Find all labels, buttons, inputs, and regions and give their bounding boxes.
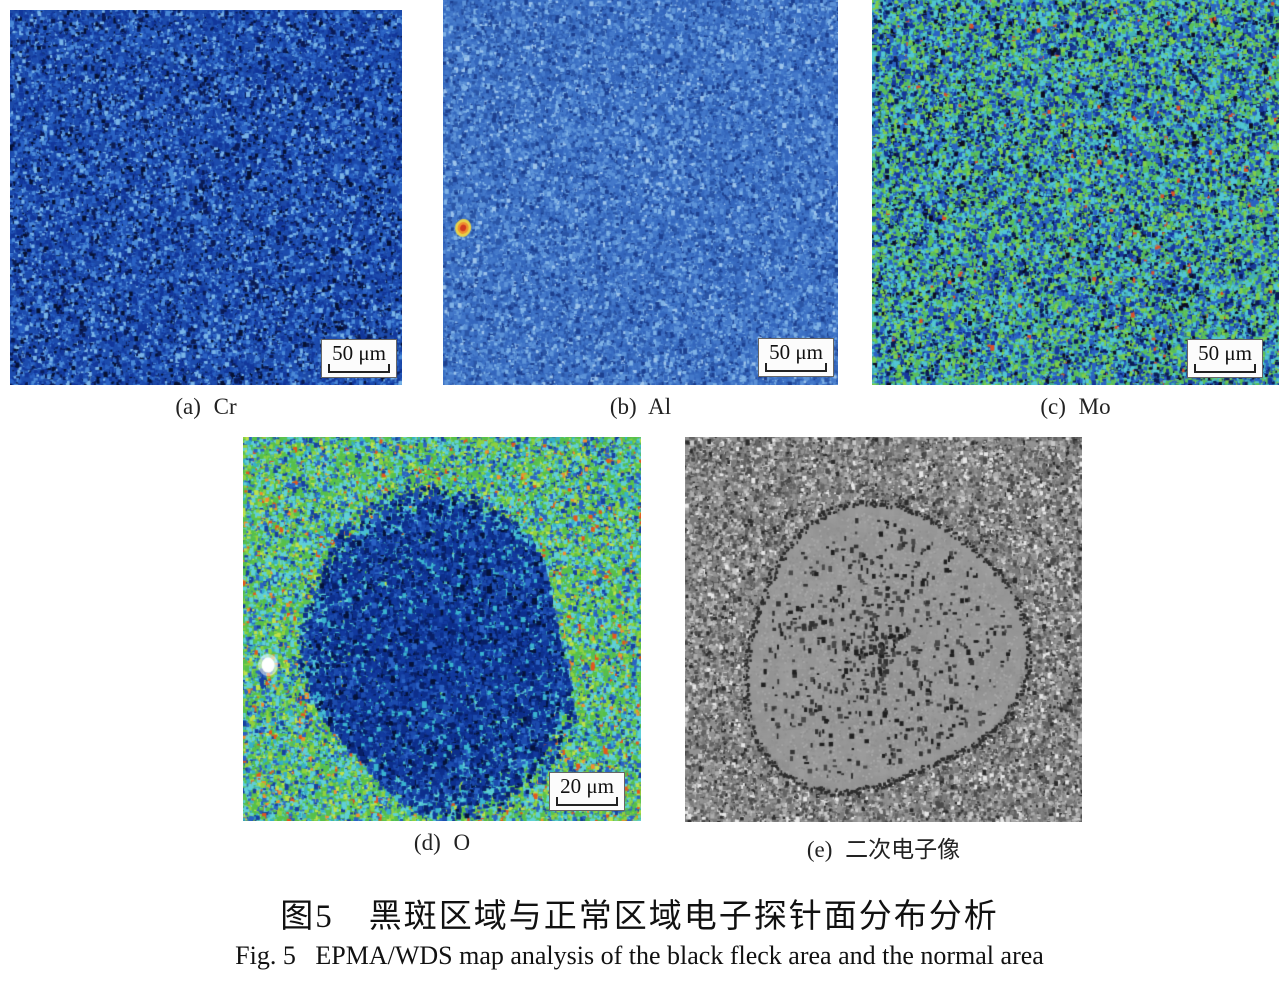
o-map-image: [243, 437, 641, 821]
mo-map-image: [872, 0, 1279, 385]
al-map-image: [443, 0, 838, 385]
scale-bar-b: 50 μm: [758, 337, 834, 377]
scale-bar-c: 50 μm: [1187, 338, 1263, 378]
figure-caption-english: Fig. 5 EPMA/WDS map analysis of the blac…: [235, 941, 1044, 970]
scale-bar-label-d: 20 μm: [560, 773, 614, 798]
panel-cr-map: 50 μm: [10, 10, 402, 385]
panel-o-map: 20 μm: [243, 437, 641, 821]
se-image: [685, 437, 1082, 822]
scale-bar-line-b: [765, 363, 827, 372]
panel-caption-d: (d) O: [413, 830, 471, 855]
panel-al-map: 50 μm: [443, 0, 838, 385]
cr-map-image: [10, 10, 402, 385]
scale-bar-line-c: [1194, 364, 1256, 373]
scale-bar-d: 20 μm: [549, 771, 625, 811]
scale-bar-line-a: [328, 364, 390, 373]
scale-bar-label-c: 50 μm: [1198, 340, 1252, 365]
scale-bar-a: 50 μm: [321, 338, 397, 378]
scale-bar-label-b: 50 μm: [769, 339, 823, 364]
panel-mo-map: 50 μm: [872, 0, 1279, 385]
panel-se-image: [685, 437, 1082, 822]
panel-caption-b: (b) Al: [609, 394, 672, 419]
panel-caption-c: (c) Mo: [1040, 394, 1111, 419]
figure-caption-chinese: 图5 黑斑区域与正常区域电子探针面分布分析: [280, 899, 999, 935]
panel-caption-a: (a) Cr: [175, 394, 237, 419]
scale-bar-line-d: [556, 797, 618, 806]
panel-caption-e: (e) 二次电子像: [806, 837, 961, 862]
scale-bar-label-a: 50 μm: [332, 340, 386, 365]
